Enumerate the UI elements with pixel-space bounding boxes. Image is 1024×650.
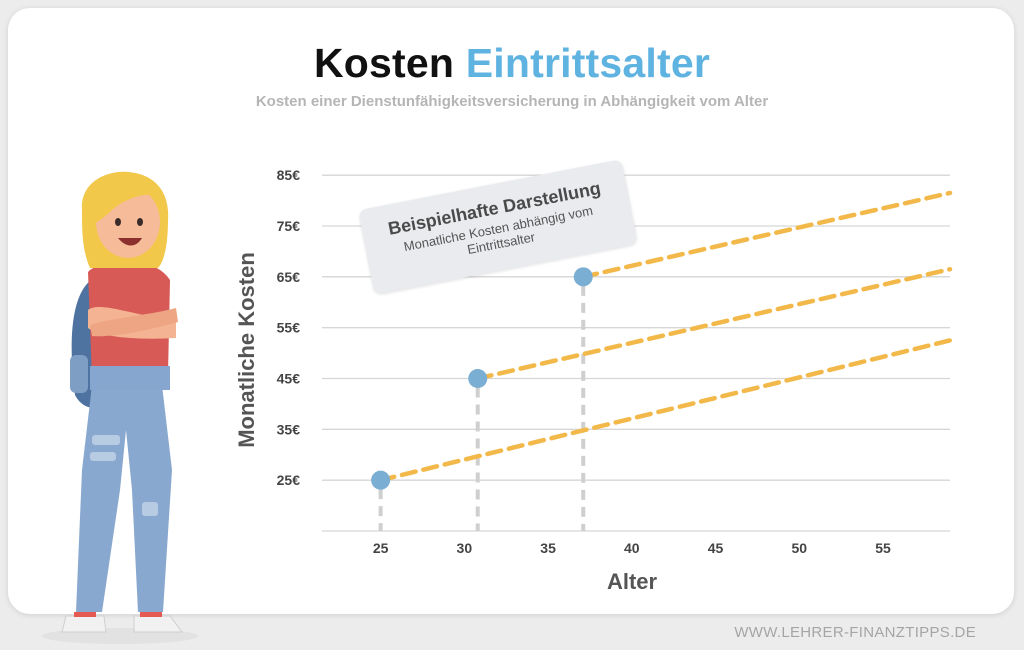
- jeans-tear: [142, 502, 158, 516]
- y-axis-title: Monatliche Kosten: [234, 252, 259, 448]
- backpack-pocket: [70, 355, 88, 393]
- belt-area: [90, 366, 170, 390]
- title-part-1: Kosten: [313, 40, 455, 86]
- eye-shape: [115, 218, 121, 226]
- series-line: [378, 338, 953, 483]
- eye-shape: [137, 218, 143, 226]
- data-point: [371, 470, 391, 490]
- data-point: [468, 369, 488, 388]
- x-axis-title: Alter: [607, 569, 658, 594]
- y-tick-labels: 25€ 35€ 45€ 55€ 65€ 75€ 85€: [277, 167, 301, 488]
- marker-drop-lines: [378, 285, 586, 531]
- hair-fringe: [94, 182, 162, 224]
- y-tick-label: 85€: [277, 167, 301, 183]
- y-tick-label: 65€: [277, 269, 301, 285]
- jeans-tear: [92, 435, 120, 445]
- data-markers: [371, 267, 593, 490]
- y-tick-label: 45€: [277, 371, 301, 387]
- title-part-2: Eintrittsalter: [465, 40, 711, 86]
- x-tick-label: 45: [708, 540, 724, 556]
- data-point: [573, 267, 593, 287]
- mouth-shape: [118, 238, 142, 246]
- y-tick-label: 75€: [277, 218, 301, 234]
- shoe-stripe: [74, 612, 96, 617]
- series-lines: [378, 190, 953, 483]
- y-tick-label: 25€: [277, 472, 301, 488]
- watermark: WWW.LEHRER-FINANZTIPPS.DE: [734, 624, 976, 641]
- x-tick-label: 55: [875, 540, 891, 556]
- x-tick-label: 25: [373, 540, 389, 556]
- x-tick-label: 40: [624, 540, 640, 556]
- x-tick-labels: 25 30 35 40 45 50 55: [373, 540, 891, 556]
- woman-illustration: [42, 171, 198, 644]
- shoe-stripe: [140, 612, 162, 617]
- x-tick-label: 50: [791, 540, 807, 556]
- y-tick-label: 35€: [277, 421, 301, 437]
- page-subtitle: Kosten einer Dienstunfähigkeitsversicher…: [255, 93, 769, 110]
- series-line: [580, 190, 953, 280]
- series-line: [475, 266, 953, 381]
- arms-shape: [90, 308, 178, 337]
- page-title: Kosten Eintrittsalter: [0, 40, 1024, 87]
- x-tick-label: 35: [540, 540, 556, 556]
- jeans-tear: [90, 452, 116, 461]
- x-tick-label: 30: [457, 540, 473, 556]
- y-tick-label: 55€: [277, 320, 301, 336]
